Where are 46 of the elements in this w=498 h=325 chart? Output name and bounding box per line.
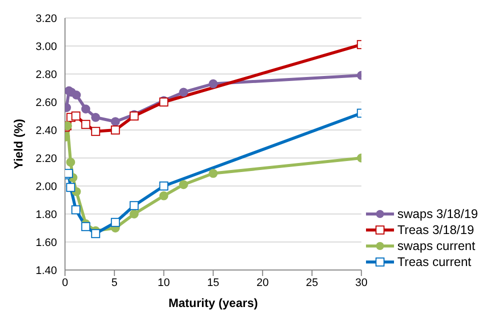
y-tick-label: 2.20	[36, 152, 57, 165]
point	[159, 182, 168, 190]
y-axis-title: Yield (%)	[11, 118, 26, 170]
x-tick-label: 0	[62, 276, 68, 289]
legend-label: swaps current	[397, 239, 476, 253]
y-tick-label: 2.60	[36, 96, 57, 109]
legend-label: Treas current	[397, 255, 472, 269]
point	[72, 90, 81, 100]
point	[110, 218, 120, 227]
point	[71, 205, 80, 214]
x-axis-title: Maturity (years)	[168, 296, 258, 310]
legend-label: Treas 3/18/19	[397, 223, 474, 237]
y-tick-label: 3.00	[36, 40, 57, 53]
point	[159, 191, 168, 200]
legend-label: swaps 3/18/19	[397, 207, 478, 221]
y-tick-label: 1.60	[36, 236, 57, 249]
point	[66, 182, 76, 192]
x-tick-label: 20	[256, 276, 269, 289]
point	[81, 120, 90, 129]
x-tick-label: 10	[158, 276, 170, 289]
point	[65, 168, 73, 178]
point	[81, 222, 90, 232]
point	[130, 210, 139, 218]
point	[130, 201, 139, 210]
x-tick-label: 15	[207, 276, 220, 289]
x-tick-label: 5	[111, 276, 118, 289]
point	[81, 104, 90, 114]
y-tick-label: 2.00	[36, 180, 57, 193]
point	[110, 126, 120, 134]
point	[179, 88, 188, 97]
point	[91, 229, 100, 238]
point	[208, 79, 218, 88]
y-tick-label: 2.40	[36, 124, 57, 137]
point	[66, 158, 76, 167]
y-tick-label: 1.80	[36, 208, 57, 221]
x-tick-label: 30	[355, 276, 368, 289]
x-tick-label: 25	[306, 276, 318, 289]
point	[91, 112, 100, 122]
point	[110, 117, 120, 126]
y-tick-label: 3.20	[36, 12, 57, 25]
point	[179, 180, 188, 190]
point	[208, 168, 218, 178]
point	[91, 126, 100, 136]
y-tick-label: 1.40	[36, 264, 57, 277]
point	[71, 112, 80, 120]
y-tick-label: 2.80	[36, 68, 57, 81]
